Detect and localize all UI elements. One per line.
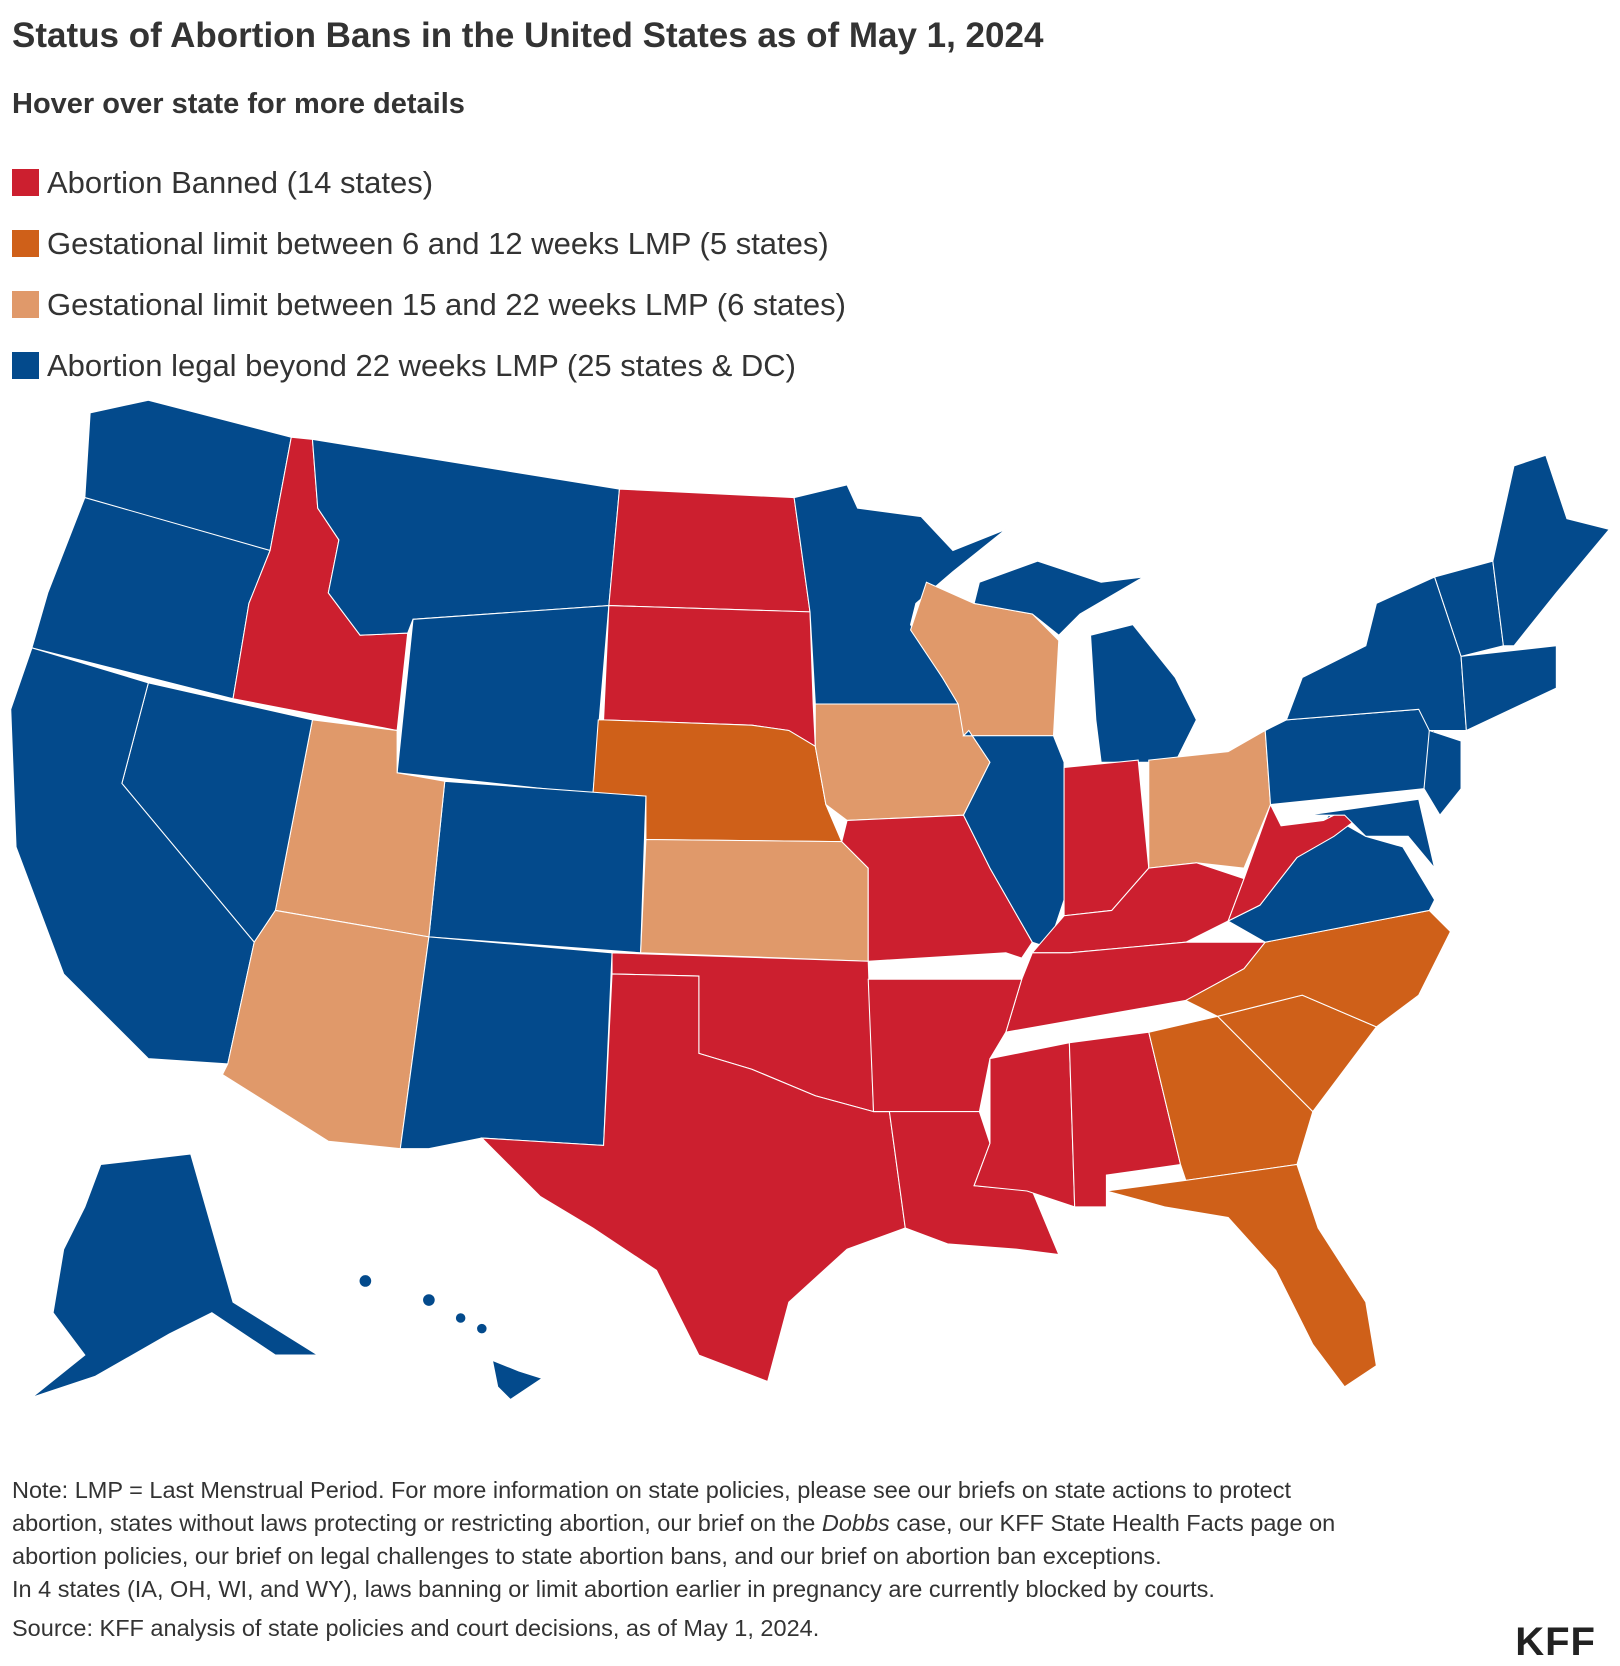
legend: Abortion Banned (14 states) Gestational l… [12, 152, 846, 396]
note: Note: LMP = Last Menstrual Period. For m… [12, 1474, 1335, 1606]
note-text: case, our KFF State Health Facts page on [889, 1510, 1336, 1536]
state[interactable] [1307, 798, 1436, 869]
island[interactable] [454, 1312, 467, 1324]
note-line: abortion policies, our brief on legal ch… [12, 1543, 1162, 1569]
state[interactable] [10, 647, 255, 1065]
source: Source: KFF analysis of state policies a… [12, 1615, 820, 1641]
state[interactable] [608, 488, 811, 613]
island[interactable] [358, 1274, 373, 1288]
state[interactable] [962, 729, 1065, 949]
note-text: abortion, states without laws protecting… [12, 1510, 822, 1536]
map [10, 399, 1611, 1401]
note-italic: Dobbs [821, 1510, 890, 1536]
state[interactable] [399, 936, 613, 1150]
legend-swatch [12, 169, 39, 196]
note-line: Note: LMP = Last Menstrual Period. For m… [12, 1477, 1292, 1503]
legend-item: Gestational limit between 6 and 12 weeks… [12, 213, 846, 274]
note-line: In 4 states (IA, OH, WI, and WY), laws b… [12, 1576, 1215, 1602]
state[interactable] [1285, 576, 1467, 732]
state[interactable] [1106, 1163, 1377, 1388]
island[interactable] [475, 1322, 488, 1335]
island[interactable] [422, 1293, 436, 1307]
state[interactable] [1460, 645, 1557, 732]
state[interactable] [1423, 729, 1462, 817]
state[interactable] [867, 978, 1023, 1113]
state[interactable] [480, 973, 906, 1383]
state[interactable] [973, 1042, 1076, 1208]
subtitle: Hover over state for more details [12, 88, 465, 120]
state[interactable] [1492, 454, 1611, 647]
legend-label: Gestational limit between 6 and 12 weeks… [47, 225, 829, 261]
title: Status of Abortion Bans in the United St… [12, 16, 1044, 55]
legend-label: Abortion legal beyond 22 weeks LMP (25 s… [47, 347, 796, 383]
state[interactable] [888, 1111, 1060, 1256]
state[interactable] [396, 604, 610, 795]
state[interactable] [428, 780, 647, 954]
state[interactable] [1264, 708, 1436, 806]
state[interactable] [31, 1153, 320, 1398]
legend-swatch [12, 291, 39, 318]
legend-item: Abortion Banned (14 states) [12, 152, 846, 213]
state[interactable] [491, 1359, 544, 1401]
state[interactable] [311, 438, 621, 636]
legend-item: Gestational limit between 15 and 22 week… [12, 274, 846, 335]
logo: KFF [1515, 1620, 1596, 1664]
legend-swatch [12, 230, 39, 257]
legend-swatch [12, 352, 39, 379]
state[interactable] [640, 838, 869, 962]
legend-label: Gestational limit between 15 and 22 week… [47, 286, 846, 322]
state[interactable] [221, 909, 430, 1150]
legend-item: Abortion legal beyond 22 weeks LMP (25 s… [12, 335, 846, 396]
state[interactable] [1089, 624, 1197, 763]
state[interactable] [973, 560, 1144, 636]
note-line: abortion, states without laws protecting… [12, 1507, 1335, 1540]
state[interactable] [1184, 909, 1452, 1028]
legend-label: Abortion Banned (14 states) [47, 164, 434, 200]
